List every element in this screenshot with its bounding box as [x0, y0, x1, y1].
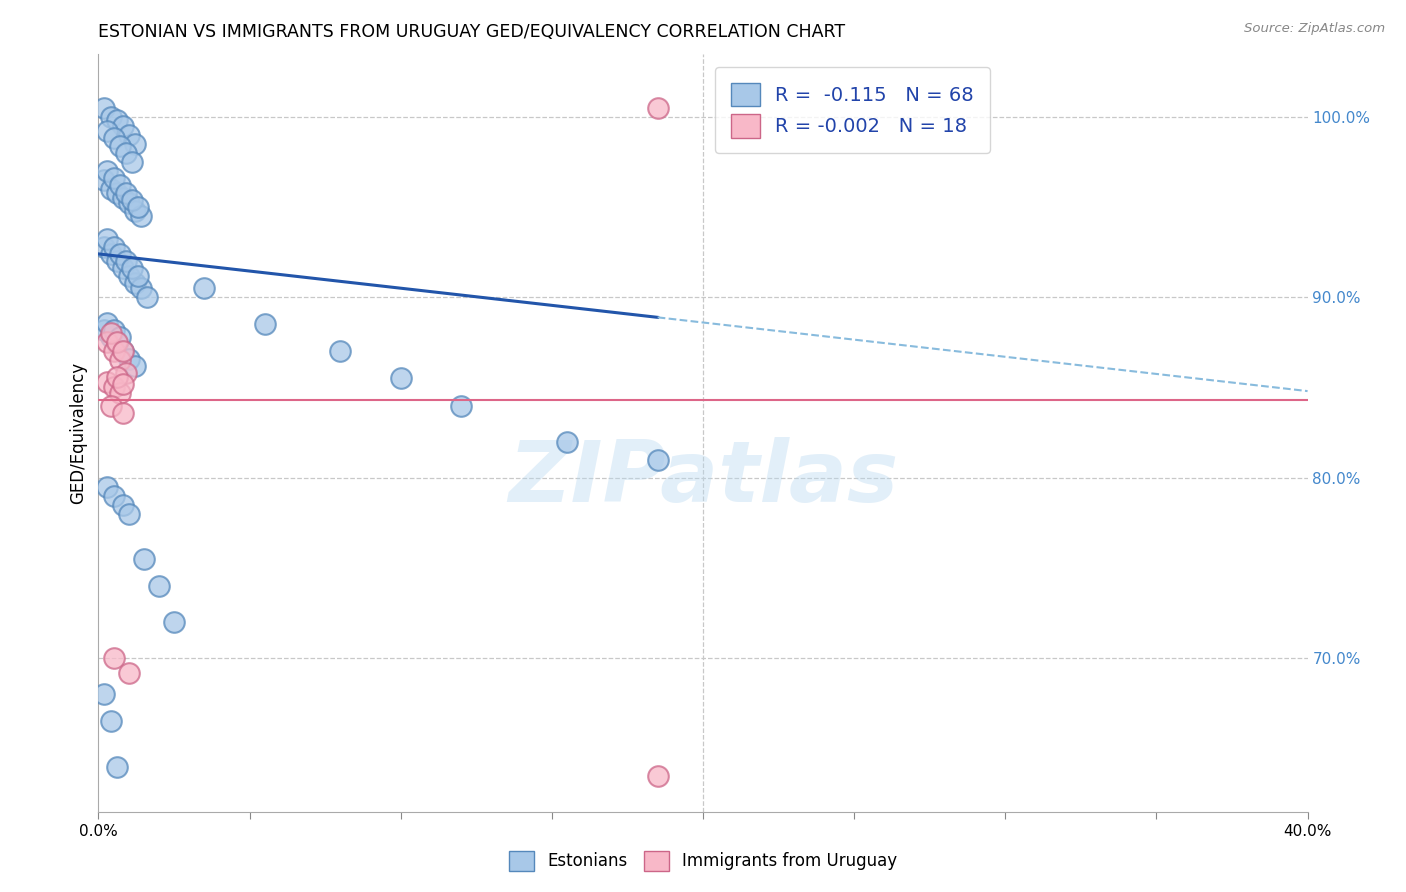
Point: [253, 318, 276, 332]
Point: [96, 232, 118, 246]
Point: [100, 399, 122, 413]
Point: [108, 353, 131, 368]
Point: [127, 268, 149, 283]
Point: [111, 119, 134, 133]
Point: [100, 330, 122, 344]
Text: Source: ZipAtlas.com: Source: ZipAtlas.com: [1244, 22, 1385, 36]
Point: [108, 247, 131, 261]
Point: [647, 769, 669, 783]
Point: [103, 489, 125, 503]
Point: [103, 380, 125, 394]
Point: [100, 110, 122, 124]
Point: [118, 351, 141, 366]
Point: [93, 323, 115, 337]
Point: [105, 335, 128, 350]
Point: [108, 178, 131, 193]
Point: [118, 128, 141, 142]
Point: [105, 113, 128, 128]
Point: [93, 687, 115, 701]
Point: [124, 359, 146, 373]
Legend: R =  -0.115   N = 68, R = -0.002   N = 18: R = -0.115 N = 68, R = -0.002 N = 18: [716, 67, 990, 153]
Point: [100, 326, 122, 341]
Point: [93, 173, 115, 187]
Point: [450, 399, 472, 413]
Point: [124, 203, 146, 218]
Point: [124, 136, 146, 151]
Point: [118, 507, 141, 521]
Point: [114, 366, 136, 380]
Point: [103, 171, 125, 186]
Point: [129, 281, 152, 295]
Point: [121, 154, 143, 169]
Point: [121, 261, 143, 276]
Point: [389, 371, 412, 385]
Point: [114, 186, 136, 200]
Point: [132, 552, 155, 566]
Point: [118, 665, 141, 680]
Point: [111, 344, 134, 359]
Point: [105, 369, 128, 384]
Legend: Estonians, Immigrants from Uruguay: Estonians, Immigrants from Uruguay: [501, 842, 905, 880]
Point: [111, 261, 134, 276]
Point: [96, 480, 118, 494]
Point: [647, 452, 669, 467]
Point: [111, 344, 134, 359]
Point: [103, 344, 125, 359]
Point: [96, 124, 118, 138]
Point: [329, 344, 352, 359]
Point: [647, 101, 669, 115]
Point: [96, 335, 118, 350]
Point: [100, 182, 122, 196]
Point: [193, 281, 215, 295]
Point: [163, 615, 186, 630]
Point: [105, 759, 128, 773]
Point: [96, 164, 118, 178]
Point: [148, 579, 170, 593]
Point: [103, 323, 125, 337]
Point: [93, 240, 115, 254]
Point: [96, 375, 118, 389]
Text: ESTONIAN VS IMMIGRANTS FROM URUGUAY GED/EQUIVALENCY CORRELATION CHART: ESTONIAN VS IMMIGRANTS FROM URUGUAY GED/…: [98, 23, 845, 41]
Point: [555, 434, 578, 449]
Point: [93, 101, 115, 115]
Point: [129, 209, 152, 223]
Point: [111, 498, 134, 512]
Point: [96, 316, 118, 330]
Point: [108, 330, 131, 344]
Point: [135, 290, 157, 304]
Point: [100, 714, 122, 729]
Point: [111, 376, 134, 391]
Point: [124, 276, 146, 290]
Point: [105, 337, 128, 351]
Point: [118, 268, 141, 283]
Point: [103, 131, 125, 145]
Y-axis label: GED/Equivalency: GED/Equivalency: [69, 361, 87, 504]
Point: [111, 191, 134, 205]
Text: ZIPatlas: ZIPatlas: [508, 436, 898, 520]
Point: [111, 406, 134, 420]
Point: [103, 240, 125, 254]
Point: [108, 385, 131, 400]
Point: [105, 254, 128, 268]
Point: [114, 254, 136, 268]
Point: [108, 138, 131, 153]
Point: [100, 247, 122, 261]
Point: [114, 145, 136, 160]
Point: [127, 200, 149, 214]
Point: [121, 193, 143, 207]
Point: [103, 651, 125, 665]
Point: [118, 196, 141, 211]
Point: [105, 186, 128, 200]
